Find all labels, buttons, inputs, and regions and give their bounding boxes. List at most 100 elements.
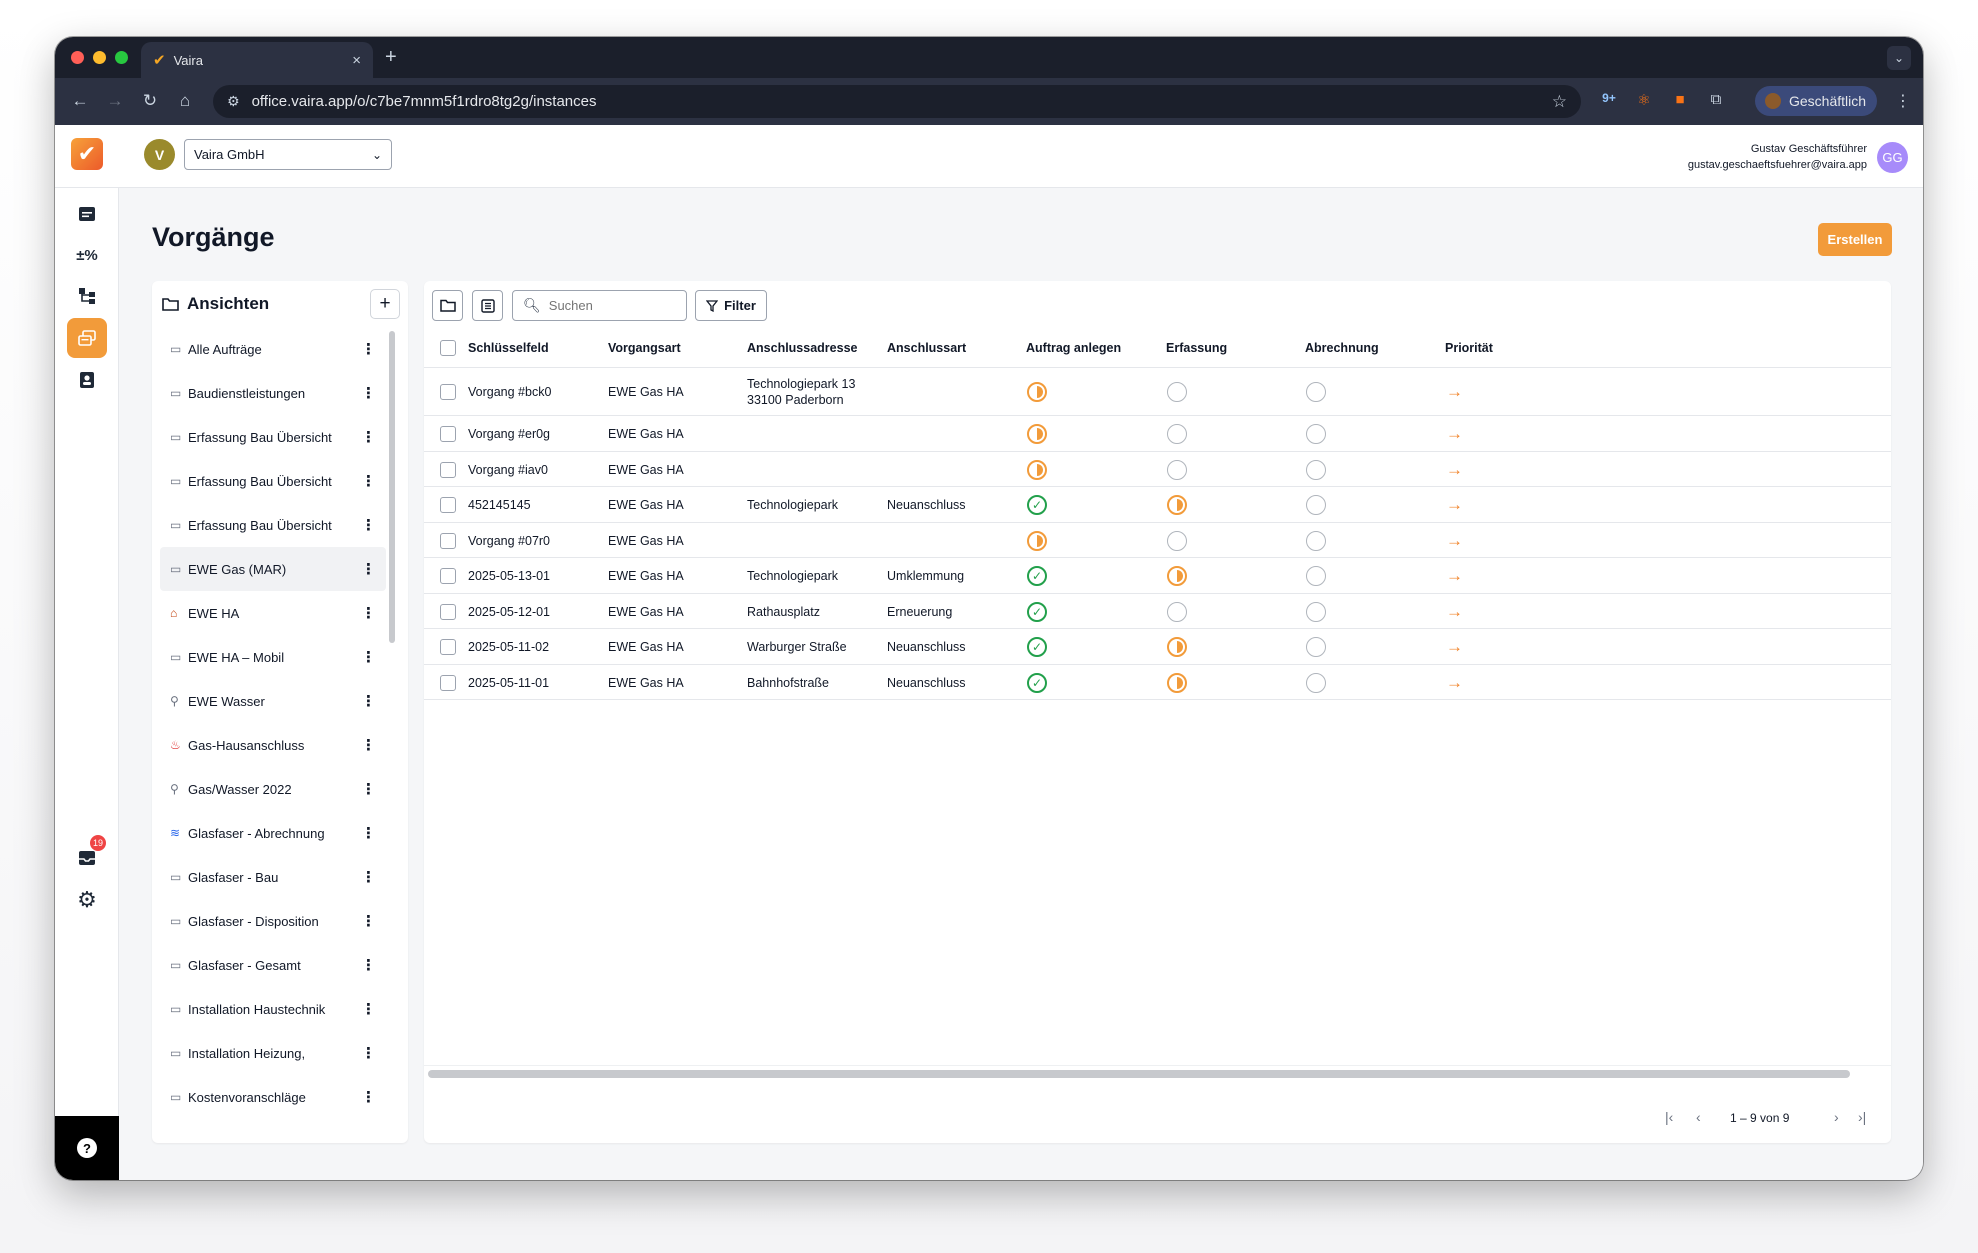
extension-translate-icon[interactable]: 9+ [1598, 91, 1620, 105]
maximize-window-button[interactable] [115, 51, 128, 64]
priority-arrow-icon[interactable]: → [1446, 601, 1463, 621]
horizontal-scrollbar[interactable] [428, 1070, 1850, 1078]
add-view-button[interactable]: + [370, 289, 400, 319]
status-in-progress-icon[interactable] [1027, 530, 1047, 551]
more-vertical-icon[interactable]: ⋮ [361, 605, 376, 622]
more-vertical-icon[interactable]: ⋮ [361, 825, 376, 842]
column-header[interactable]: Anschlussadresse [747, 341, 858, 355]
status-open-icon[interactable] [1306, 459, 1326, 480]
column-header[interactable]: Vorgangsart [608, 341, 681, 355]
row-checkbox[interactable] [440, 532, 456, 549]
vaira-logo-icon[interactable]: ✔ [71, 138, 103, 170]
status-done-icon[interactable]: ✓ [1027, 637, 1047, 657]
create-button[interactable]: Erstellen [1818, 223, 1892, 256]
column-header[interactable]: Priorität [1445, 341, 1493, 355]
table-row[interactable]: 2025-05-11-02 EWE Gas HA Warburger Straße N… [424, 629, 1891, 665]
more-vertical-icon[interactable]: ⋮ [361, 341, 376, 358]
table-row[interactable]: Vorgang #bck0 EWE Gas HA Technologiepark 1… [424, 368, 1891, 416]
calculator-icon[interactable]: ±% [76, 246, 98, 264]
priority-arrow-icon[interactable]: → [1446, 637, 1463, 656]
view-item[interactable]: ▭ EWE HA – Mobil ⋮ [160, 635, 386, 679]
browser-menu-icon[interactable]: ⋮ [1895, 93, 1911, 110]
view-item[interactable]: ▭ Erfassung Bau Übersicht ⋮ [160, 503, 386, 547]
more-vertical-icon[interactable]: ⋮ [361, 693, 376, 710]
status-open-icon[interactable] [1306, 424, 1326, 444]
row-checkbox[interactable] [440, 497, 456, 513]
more-vertical-icon[interactable]: ⋮ [361, 1045, 376, 1062]
more-vertical-icon[interactable]: ⋮ [361, 957, 376, 974]
table-row[interactable]: 2025-05-13-01 EWE Gas HA Technologiepark Um… [424, 558, 1891, 594]
status-open-icon[interactable] [1306, 601, 1326, 622]
table-row[interactable]: 2025-05-11-01 EWE Gas HA Bahnhofstraße Neua… [424, 665, 1891, 700]
reload-icon[interactable]: ↻ [142, 91, 158, 110]
address-bar[interactable]: ⚙ office.vaira.app/o/c7be7mnm5f1rdro8tg2… [213, 85, 1581, 118]
view-item[interactable]: ⌂ EWE HA ⋮ [160, 591, 386, 635]
status-in-progress-icon[interactable] [1167, 672, 1187, 693]
table-row[interactable]: 452145145 EWE Gas HA Technologiepark Neuans… [424, 487, 1891, 523]
row-checkbox[interactable] [440, 568, 456, 584]
priority-arrow-icon[interactable]: → [1446, 530, 1463, 550]
row-checkbox[interactable] [440, 674, 456, 691]
view-item[interactable]: ≋ Glasfaser - Abrechnung ⋮ [160, 811, 386, 855]
user-avatar[interactable]: GG [1877, 142, 1908, 173]
table-view-button[interactable] [472, 290, 503, 321]
status-in-progress-icon[interactable] [1167, 495, 1187, 515]
contacts-icon[interactable] [67, 360, 107, 400]
view-item[interactable]: ▭ Baudienstleistungen ⋮ [160, 371, 386, 415]
table-row[interactable]: 2025-05-12-01 EWE Gas HA Rathausplatz Erneu… [424, 594, 1891, 629]
row-checkbox[interactable] [440, 461, 456, 478]
first-page-icon[interactable]: |‹ [1665, 1109, 1674, 1125]
status-done-icon[interactable]: ✓ [1027, 495, 1047, 515]
row-checkbox[interactable] [440, 639, 456, 655]
site-settings-icon[interactable]: ⚙ [227, 93, 240, 109]
folder-view-button[interactable] [432, 290, 463, 321]
documents-icon[interactable] [67, 194, 107, 234]
view-item[interactable]: ▭ Installation Haustechnik ⋮ [160, 987, 386, 1031]
row-checkbox[interactable] [440, 603, 456, 620]
settings-icon[interactable]: ⚙ [77, 887, 97, 912]
row-checkbox[interactable] [440, 426, 456, 442]
priority-arrow-icon[interactable]: → [1446, 382, 1463, 401]
back-arrow-icon[interactable]: ← [71, 91, 89, 110]
status-open-icon[interactable] [1167, 382, 1187, 402]
view-item[interactable]: ▭ Glasfaser - Gesamt ⋮ [160, 943, 386, 987]
tab-search-chevron-icon[interactable]: ⌄ [1887, 46, 1911, 70]
more-vertical-icon[interactable]: ⋮ [361, 1001, 376, 1018]
view-item[interactable]: ▭ Alle Aufträge ⋮ [160, 327, 386, 371]
view-item[interactable]: ♨ Gas-Hausanschluss ⋮ [160, 723, 386, 767]
view-item[interactable]: ⚲ EWE Wasser ⋮ [160, 679, 386, 723]
status-open-icon[interactable] [1167, 424, 1187, 444]
status-in-progress-icon[interactable] [1027, 424, 1047, 444]
status-in-progress-icon[interactable] [1167, 566, 1187, 586]
more-vertical-icon[interactable]: ⋮ [361, 473, 376, 490]
column-header[interactable]: Auftrag anlegen [1026, 341, 1122, 355]
close-tab-icon[interactable]: × [352, 51, 361, 69]
previous-page-icon[interactable]: ‹ [1696, 1109, 1701, 1125]
last-page-icon[interactable]: ›| [1858, 1109, 1867, 1125]
search-input[interactable] [548, 298, 669, 313]
status-open-icon[interactable] [1306, 672, 1326, 693]
processes-icon[interactable] [67, 318, 107, 358]
browser-tab[interactable]: ✔ Vaira × [141, 42, 373, 78]
more-vertical-icon[interactable]: ⋮ [361, 517, 376, 534]
views-scrollbar[interactable] [389, 331, 395, 643]
status-open-icon[interactable] [1167, 601, 1187, 622]
status-in-progress-icon[interactable] [1027, 459, 1047, 480]
forward-arrow-icon[interactable]: → [106, 91, 124, 110]
status-done-icon[interactable]: ✓ [1027, 566, 1047, 586]
more-vertical-icon[interactable]: ⋮ [361, 781, 376, 798]
priority-arrow-icon[interactable]: → [1446, 495, 1463, 514]
profile-button[interactable]: Geschäftlich [1755, 86, 1877, 116]
close-window-button[interactable] [71, 51, 84, 64]
extension-orange-icon[interactable]: ■ [1675, 91, 1685, 108]
minimize-window-button[interactable] [93, 51, 106, 64]
priority-arrow-icon[interactable]: → [1446, 566, 1463, 585]
more-vertical-icon[interactable]: ⋮ [361, 1089, 376, 1106]
column-header[interactable]: Schlüsselfeld [468, 341, 549, 355]
more-vertical-icon[interactable]: ⋮ [361, 561, 376, 578]
priority-arrow-icon[interactable]: → [1446, 424, 1463, 443]
column-header[interactable]: Abrechnung [1305, 341, 1379, 355]
more-vertical-icon[interactable]: ⋮ [361, 737, 376, 754]
status-done-icon[interactable]: ✓ [1027, 601, 1047, 622]
extension-hubspot-icon[interactable]: ⚛ [1637, 92, 1651, 109]
